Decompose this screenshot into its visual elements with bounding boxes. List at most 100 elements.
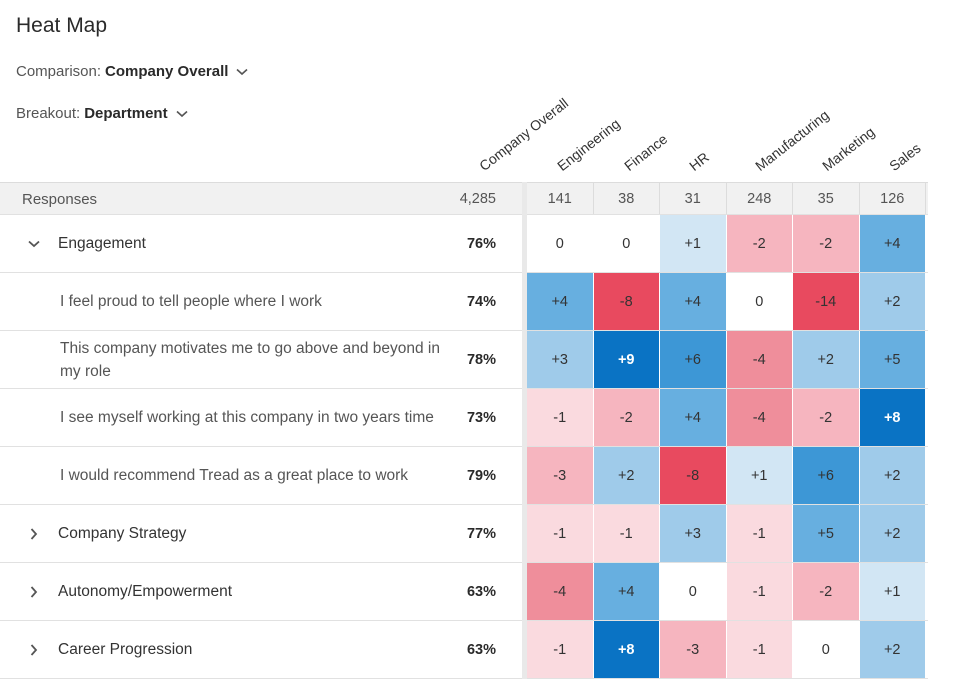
heatmap-cell: -1	[593, 505, 660, 562]
heatmap-cell: 0	[726, 273, 793, 330]
responses-cell: 248	[726, 183, 793, 214]
heatmap-cell: +5	[793, 505, 860, 562]
row-text: I feel proud to tell people where I work	[60, 293, 322, 310]
row-text: Company Strategy	[58, 525, 187, 542]
chevron-right-icon[interactable]	[24, 640, 44, 660]
heatmap-cell: 0	[660, 563, 727, 620]
heatmap-cell: -1	[726, 563, 793, 620]
question-label: I see myself working at this company in …	[60, 389, 445, 446]
responses-overall: 4,285	[459, 191, 496, 207]
heatmap-cell: +4	[527, 273, 594, 330]
column-header-manufacturing: Manufacturing	[752, 106, 832, 174]
group-row[interactable]: Career Progression 63% -1 +8 -3 -1 0 +2	[0, 621, 928, 679]
heatmap-cell: +1	[726, 447, 793, 504]
heatmap-cell: 0	[593, 215, 660, 272]
row-text: Autonomy/Empowerment	[58, 583, 233, 600]
chevron-right-icon[interactable]	[24, 582, 44, 602]
breakout-value: Department	[84, 105, 168, 122]
group-label: Career Progression	[24, 621, 192, 678]
breakout-dropdown[interactable]: Breakout: Department	[16, 105, 188, 122]
responses-cell: 141	[527, 183, 594, 214]
responses-row: Responses 4,285 141 38 31 248 35 126	[0, 182, 928, 215]
comparison-label: Comparison:	[16, 63, 102, 80]
question-row: This company motivates me to go above an…	[0, 331, 928, 389]
heatmap-cells: -1 +8 -3 -1 0 +2	[527, 621, 926, 678]
overall-score: 79%	[466, 467, 496, 484]
heatmap-cell: +3	[660, 505, 727, 562]
responses-cell: 38	[593, 183, 660, 214]
heatmap-cell: +4	[660, 273, 727, 330]
heatmap-cell: +6	[660, 331, 727, 388]
column-divider	[522, 182, 527, 679]
responses-cell: 35	[793, 183, 860, 214]
overall-score: 77%	[466, 525, 496, 542]
heatmap-cell: -3	[660, 621, 727, 678]
heatmap-cell: +2	[859, 447, 926, 504]
heatmap-cell: -2	[793, 563, 860, 620]
group-label: Engagement	[24, 215, 146, 272]
heatmap-cell: -4	[527, 563, 594, 620]
group-label: Company Strategy	[24, 505, 186, 562]
heatmap-cell: +8	[859, 389, 926, 446]
heatmap-cell: +1	[859, 563, 926, 620]
breakout-label: Breakout:	[16, 105, 81, 122]
heatmap-cell: +5	[859, 331, 926, 388]
group-row[interactable]: Company Strategy 77% -1 -1 +3 -1 +5 +2	[0, 505, 928, 563]
chevron-down-icon	[176, 110, 188, 118]
heatmap-cell: +2	[859, 273, 926, 330]
heatmap-cell: -14	[793, 273, 860, 330]
group-label: Autonomy/Empowerment	[24, 563, 232, 620]
heatmap-cell: -1	[527, 389, 594, 446]
heatmap-cells: +4 -8 +4 0 -14 +2	[527, 273, 926, 330]
overall-score: 78%	[466, 351, 496, 368]
overall-score: 74%	[466, 293, 496, 310]
chevron-down-icon	[236, 68, 248, 76]
heatmap-cells: +3 +9 +6 -4 +2 +5	[527, 331, 926, 388]
column-header-sales: Sales	[886, 139, 924, 174]
heatmap-cell: 0	[527, 215, 594, 272]
heatmap-cells: -4 +4 0 -1 -2 +1	[527, 563, 926, 620]
question-label: I would recommend Tread as a great place…	[60, 447, 445, 504]
column-header-engineering: Engineering	[554, 115, 623, 174]
heatmap-cell: -8	[593, 273, 660, 330]
comparison-dropdown[interactable]: Comparison: Company Overall	[16, 63, 248, 80]
heatmap-cell: +4	[859, 215, 926, 272]
heatmap-cell: -1	[726, 505, 793, 562]
group-row[interactable]: Autonomy/Empowerment 63% -4 +4 0 -1 -2 +1	[0, 563, 928, 621]
question-label: This company motivates me to go above an…	[60, 331, 445, 388]
heatmap-cell: -1	[527, 505, 594, 562]
group-row[interactable]: Engagement 76% 0 0 +1 -2 -2 +4	[0, 215, 928, 273]
heatmap-cell: -1	[527, 621, 594, 678]
row-text: I would recommend Tread as a great place…	[60, 467, 409, 484]
question-row: I would recommend Tread as a great place…	[0, 447, 928, 505]
heatmap-cell: +2	[859, 505, 926, 562]
row-text: I see myself working at this company in …	[60, 409, 434, 426]
heatmap-cell: +2	[793, 331, 860, 388]
chevron-down-icon[interactable]	[24, 234, 44, 254]
responses-cell: 31	[660, 183, 727, 214]
column-header-marketing: Marketing	[819, 123, 878, 174]
heatmap-cell: +9	[593, 331, 660, 388]
heatmap-cell: +8	[593, 621, 660, 678]
overall-score: 63%	[466, 583, 496, 600]
heatmap-cells: 0 0 +1 -2 -2 +4	[527, 215, 926, 272]
heatmap-cell: -2	[593, 389, 660, 446]
heatmap-cell: +4	[660, 389, 727, 446]
heatmap-cells: -3 +2 -8 +1 +6 +2	[527, 447, 926, 504]
question-row: I feel proud to tell people where I work…	[0, 273, 928, 331]
heatmap-cell: +2	[593, 447, 660, 504]
chevron-right-icon[interactable]	[24, 524, 44, 544]
heatmap-cell: -1	[726, 621, 793, 678]
row-text: Career Progression	[58, 641, 193, 658]
heatmap-cell: 0	[793, 621, 860, 678]
heatmap-cell: +4	[593, 563, 660, 620]
heatmap-cells: -1 -1 +3 -1 +5 +2	[527, 505, 926, 562]
overall-score: 76%	[466, 235, 496, 252]
heatmap-table: Responses 4,285 141 38 31 248 35 126 Eng…	[0, 182, 928, 679]
heatmap-cell: +3	[527, 331, 594, 388]
overall-score: 73%	[466, 409, 496, 426]
heatmap-cell: -2	[793, 389, 860, 446]
heatmap-cell: -4	[726, 389, 793, 446]
heatmap-cell: +1	[660, 215, 727, 272]
row-text: Engagement	[58, 235, 146, 252]
